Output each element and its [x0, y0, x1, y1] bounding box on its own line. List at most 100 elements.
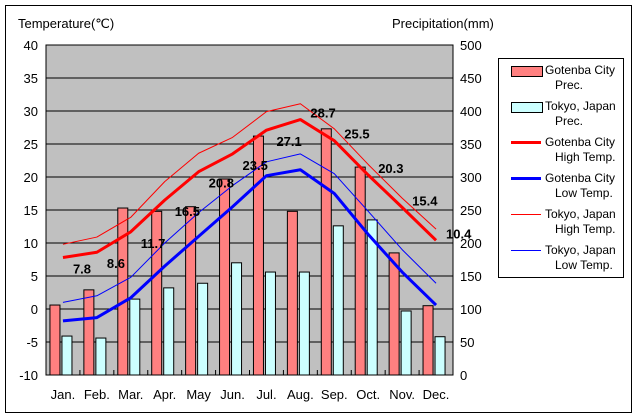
data-label-gotenba-high: 8.6 [107, 256, 125, 271]
x-tick-label: Feb. [84, 387, 110, 402]
bar-gotenba-prec [219, 178, 231, 376]
legend-swatch-gotenba-low [511, 177, 541, 180]
x-tick-label: Apr. [153, 387, 176, 402]
legend-swatch-gotenba-high [511, 141, 541, 144]
left-tick-label: 15 [24, 203, 38, 218]
left-tick-label: 25 [24, 137, 38, 152]
bar-tokyo-prec [129, 298, 141, 376]
legend-label: Gotenba City [545, 63, 616, 77]
data-label-gotenba-high: 11.7 [141, 236, 166, 251]
right-axis-title: Precipitation(mm) [392, 16, 494, 31]
data-label-gotenba-high: 25.5 [344, 127, 369, 142]
bar-tokyo-prec [332, 225, 344, 376]
data-label-gotenba-high: 20.3 [378, 161, 403, 176]
right-tick-label: 500 [460, 38, 482, 53]
x-tick-label: Jun. [220, 387, 245, 402]
bar-tokyo-prec [400, 310, 412, 376]
legend-label: Prec. [555, 78, 584, 92]
legend-swatch-tokyo-prec [511, 102, 543, 113]
data-label-gotenba-high: 27.1 [276, 134, 301, 149]
x-tick-label: Dec. [423, 387, 450, 402]
bar-gotenba-prec [49, 304, 61, 376]
data-label-gotenba-high: 28.7 [310, 106, 335, 121]
bar-tokyo-prec [231, 262, 243, 376]
left-tick-label: -10 [19, 368, 38, 383]
data-label-gotenba-high: 20.8 [209, 176, 234, 191]
left-tick-label: -5 [26, 335, 38, 350]
right-tick-label: 0 [460, 368, 467, 383]
legend-label: Tokyo, Japan [545, 243, 616, 257]
x-tick-label: May [186, 387, 211, 402]
bar-gotenba-prec [286, 210, 298, 376]
legend-label: Tokyo, Japan [545, 207, 616, 221]
bar-tokyo-prec [264, 271, 276, 376]
x-tick-label: Aug. [287, 387, 314, 402]
right-tick-label: 50 [460, 335, 474, 350]
legend-item-tokyo-high: Tokyo, Japan High Temp. [503, 207, 623, 241]
left-tick-label: 40 [24, 38, 38, 53]
right-tick-label: 150 [460, 269, 482, 284]
left-axis-title: Temperature(℃) [18, 16, 114, 31]
data-label-gotenba-high: 16.5 [175, 204, 200, 219]
bar-gotenba-prec [422, 305, 434, 376]
legend: Gotenba City Prec. Tokyo, Japan Prec. Go… [498, 58, 624, 278]
legend-swatch-tokyo-high [511, 214, 541, 215]
x-tick-label: Nov. [389, 387, 415, 402]
legend-swatch-tokyo-low [511, 250, 541, 251]
left-tick-label: 10 [24, 236, 38, 251]
legend-label: Low Temp. [555, 186, 613, 200]
legend-label: Low Temp. [555, 258, 613, 272]
bar-gotenba-prec [388, 252, 400, 376]
data-label-gotenba-high: 15.4 [412, 193, 438, 208]
data-label-gotenba-high: 7.8 [73, 262, 91, 277]
x-tick-label: Sep. [321, 387, 348, 402]
bar-tokyo-prec [197, 282, 209, 376]
left-tick-label: 35 [24, 71, 38, 86]
legend-label: High Temp. [555, 150, 616, 164]
legend-label: Tokyo, Japan [545, 99, 616, 113]
line-tokyo-japan-high-temp- [62, 103, 437, 245]
bar-tokyo-prec [95, 337, 107, 376]
legend-item-gotenba-low: Gotenba City Low Temp. [503, 171, 623, 205]
x-tick-label: Jul. [256, 387, 276, 402]
right-tick-label: 200 [460, 236, 482, 251]
legend-item-tokyo-low: Tokyo, Japan Low Temp. [503, 243, 623, 277]
right-tick-label: 350 [460, 137, 482, 152]
x-tick-label: Mar. [118, 387, 143, 402]
bar-tokyo-prec [366, 219, 378, 376]
line-tokyo-japan-low-temp- [62, 153, 437, 303]
bar-tokyo-prec [163, 287, 175, 376]
left-tick-label: 20 [24, 170, 38, 185]
right-tick-label: 300 [460, 170, 482, 185]
legend-item-gotenba-high: Gotenba City High Temp. [503, 135, 623, 169]
left-tick-label: 30 [24, 104, 38, 119]
legend-label: Prec. [555, 114, 584, 128]
right-tick-label: 100 [460, 302, 482, 317]
legend-label: Gotenba City [545, 171, 616, 185]
chart-frame [5, 5, 632, 413]
bar-gotenba-prec [185, 206, 197, 376]
bar-gotenba-prec [151, 210, 163, 376]
data-label-gotenba-high: 10.4 [446, 226, 472, 241]
legend-label: High Temp. [555, 222, 616, 236]
left-tick-label: 5 [31, 269, 38, 284]
legend-item-gotenba-prec: Gotenba City Prec. [503, 63, 623, 97]
bar-gotenba-prec [83, 289, 95, 376]
legend-swatch-gotenba-prec [511, 66, 543, 77]
x-tick-label: Jan. [51, 387, 76, 402]
bar-tokyo-prec [298, 271, 310, 376]
line-gotenba-city-low-temp- [62, 168, 438, 323]
line-gotenba-city-high-temp- [62, 118, 438, 260]
legend-item-tokyo-prec: Tokyo, Japan Prec. [503, 99, 623, 133]
bar-tokyo-prec [434, 336, 446, 376]
data-label-gotenba-high: 23.5 [243, 158, 268, 173]
bar-gotenba-prec [320, 128, 332, 376]
right-tick-label: 400 [460, 104, 482, 119]
legend-label: Gotenba City [545, 135, 616, 149]
bar-tokyo-prec [61, 335, 73, 376]
right-tick-label: 450 [460, 71, 482, 86]
x-tick-label: Oct. [356, 387, 380, 402]
bar-gotenba-prec [117, 207, 129, 376]
right-tick-label: 250 [460, 203, 482, 218]
